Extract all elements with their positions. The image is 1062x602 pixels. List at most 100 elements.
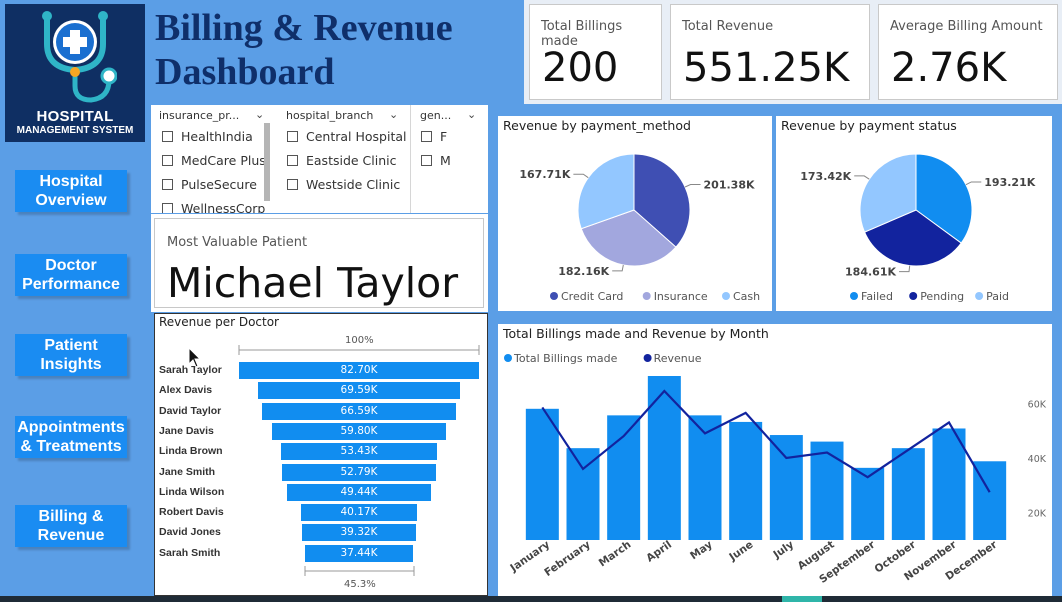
pie-leader-line: [612, 264, 624, 272]
insurance-slicer[interactable]: insurance_pr... ⌄ HealthIndia MedCare Pl…: [151, 105, 275, 213]
pie-data-label: 182.16K: [558, 265, 609, 278]
pie-svg: 201.38K 182.16K 167.71K Credit Card Insuranc…: [519, 153, 760, 303]
revenue-per-doctor-funnel[interactable]: Revenue per Doctor 100% 45.3% Sarah Tayl…: [154, 313, 488, 596]
chart-title: Total Billings made and Revenue by Month: [503, 326, 769, 341]
most-valuable-patient-card: Most Valuable Patient Michael Taylor: [151, 214, 488, 312]
month-tick-label: April: [644, 539, 674, 565]
taskbar-active-item[interactable]: [782, 596, 822, 602]
checkbox[interactable]: [287, 179, 298, 190]
legend-marker: [643, 354, 652, 362]
slicer-option[interactable]: M: [421, 153, 451, 168]
revenue-by-payment-method-chart[interactable]: Revenue by payment_method 201.38K 182.16K…: [498, 116, 772, 311]
nav-doctor-performance-button[interactable]: Doctor Performance: [15, 254, 127, 296]
chevron-down-icon[interactable]: ⌄: [389, 109, 399, 121]
legend-marker: [504, 354, 512, 362]
funnel-bar[interactable]: 59.80K: [272, 422, 446, 440]
month-bar: [607, 415, 641, 540]
slicer-divider: [410, 105, 411, 213]
kpi-label: Average Billing Amount: [890, 19, 1043, 34]
gender-slicer[interactable]: gen... ⌄ F M: [411, 105, 488, 213]
funnel-bar[interactable]: 49.44K: [287, 483, 431, 501]
checkbox[interactable]: [287, 131, 298, 142]
slicer-header: hospital_branch: [286, 109, 374, 122]
checkbox[interactable]: [421, 131, 432, 142]
checkbox[interactable]: [162, 131, 173, 142]
slicer-scrollbar[interactable]: [264, 123, 270, 201]
slicer-header: insurance_pr...: [159, 109, 240, 122]
kpi-value: 2.76K: [891, 45, 1007, 91]
funnel-bar[interactable]: 53.43K: [281, 443, 437, 461]
legend-label: Failed: [861, 290, 893, 303]
checkbox[interactable]: [162, 179, 173, 190]
slicer-option[interactable]: Westside Clinic: [287, 177, 400, 192]
branch-slicer[interactable]: hospital_branch ⌄ Central Hospital Easts…: [277, 105, 409, 213]
axis-tick-label: 40K: [1028, 454, 1047, 465]
nav-appointments-treatments-button[interactable]: Appointments & Treatments: [15, 416, 127, 458]
month-bar: [932, 428, 966, 540]
slicer-option[interactable]: MedCare Plus: [162, 153, 266, 168]
pie-leader-line: [965, 181, 982, 186]
funnel-bar[interactable]: 40.17K: [300, 504, 418, 522]
revenue-line: [541, 389, 991, 493]
kpi-card-total-revenue: Total Revenue 551.25K: [670, 4, 870, 100]
pie-data-label: 173.42K: [800, 170, 851, 183]
axis-tick-label: 20K: [1028, 509, 1047, 520]
legend-marker: [722, 292, 730, 300]
pie-leader-line: [899, 265, 911, 273]
checkbox[interactable]: [421, 155, 432, 166]
month-bar: [891, 448, 925, 540]
axis-tick-label: 60K: [1028, 399, 1047, 410]
pie-slice: [577, 153, 635, 230]
pie-slice: [633, 153, 691, 248]
funnel-top-percent: 100%: [345, 335, 374, 346]
checkbox[interactable]: [162, 155, 173, 166]
slicer-option[interactable]: Central Hospital: [287, 129, 407, 144]
pie-data-label: 167.71K: [519, 168, 570, 181]
kpi-strip: Total Billings made 200 Total Revenue 55…: [524, 0, 1062, 104]
pie-leader-line: [684, 184, 701, 188]
funnel-bar[interactable]: 69.59K: [258, 382, 460, 400]
pie-data-label: 193.21K: [984, 176, 1035, 189]
pie-leader-line: [854, 175, 870, 180]
nav-hospital-overview-button[interactable]: Hospital Overview: [15, 170, 127, 212]
legend-label: Total Billings made: [513, 352, 618, 365]
funnel-bar[interactable]: 39.32K: [301, 524, 417, 542]
kpi-label: Total Billings made: [541, 19, 623, 49]
legend-marker: [550, 292, 558, 300]
checkbox[interactable]: [287, 155, 298, 166]
slicer-option[interactable]: HealthIndia: [162, 129, 253, 144]
kpi-value: 551.25K: [683, 45, 850, 91]
page-title-line-1: Billing & Revenue: [155, 7, 453, 49]
slicer-option[interactable]: F: [421, 129, 447, 144]
logo-line-1: HOSPITAL: [36, 108, 114, 125]
funnel-bar[interactable]: 82.70K: [239, 362, 479, 379]
mvp-card-border: Most Valuable Patient Michael Taylor: [154, 218, 484, 308]
month-bar: [566, 448, 600, 540]
legend-marker: [642, 292, 651, 300]
nav-patient-insights-button[interactable]: Patient Insights: [15, 334, 127, 376]
slicer-option[interactable]: WellnessCorp: [162, 201, 265, 213]
billings-revenue-by-month-chart[interactable]: Total Billings made and Revenue by Month…: [498, 324, 1052, 596]
stethoscope-cross-icon: [42, 11, 117, 103]
slicer-option[interactable]: Eastside Clinic: [287, 153, 397, 168]
nav-billing-revenue-button[interactable]: Billing & Revenue: [15, 505, 127, 547]
chevron-down-icon[interactable]: ⌄: [255, 109, 265, 121]
kpi-card-total-billings: Total Billings made 200: [529, 4, 662, 100]
slicer-option[interactable]: PulseSecure: [162, 177, 257, 192]
combo-svg: Total Billings made Revenue20K40K60KJanua…: [504, 352, 1047, 586]
checkbox[interactable]: [162, 203, 173, 213]
month-tick-label: July: [770, 539, 796, 562]
revenue-by-payment-status-chart[interactable]: Revenue by payment status 193.21K 184.61K…: [776, 116, 1052, 311]
month-bar: [769, 435, 803, 540]
legend-marker: [975, 292, 984, 300]
mouse-cursor-icon: [188, 347, 202, 368]
chevron-down-icon[interactable]: ⌄: [467, 109, 477, 121]
funnel-bar[interactable]: 37.44K: [304, 544, 414, 562]
funnel-category-label: Robert Davis: [159, 506, 224, 519]
month-tick-label: June: [726, 539, 755, 564]
funnel-bar[interactable]: 52.79K: [282, 463, 436, 481]
funnel-bottom-percent: 45.3%: [344, 579, 376, 590]
funnel-bar[interactable]: 66.59K: [262, 402, 456, 420]
legend-label: Cash: [733, 290, 760, 303]
funnel-category-label: Jane Smith: [159, 465, 216, 478]
